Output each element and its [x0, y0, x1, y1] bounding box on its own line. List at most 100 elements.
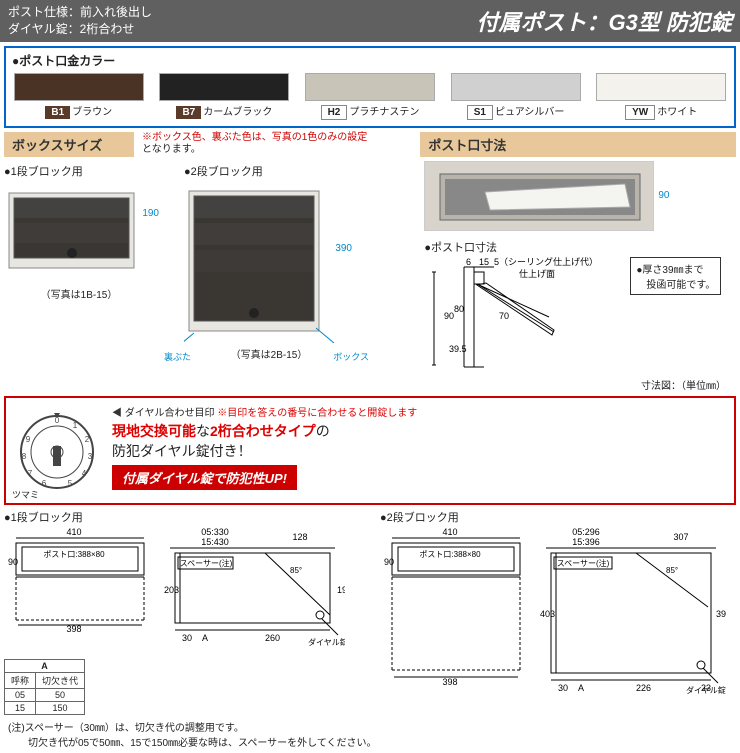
svg-text:398: 398: [442, 677, 457, 687]
box-2dan: ●2段ブロック用 390 裏ぶた ボックス （写真は2B-15）: [184, 163, 354, 361]
color-YW: YWホワイト: [596, 73, 726, 120]
slot-subhead: ●ポスト口寸法: [424, 239, 736, 255]
color-section: ●ポスト口金カラー B1ブラウン B7カームブラック H2プラチナステン S1ピュアシ…: [4, 46, 736, 128]
svg-text:85°: 85°: [290, 566, 302, 575]
spec-line-2: ダイヤル錠：2桁合わせ: [8, 21, 152, 38]
thickness-note: ●厚さ39㎜まで 投函可能です。: [630, 257, 721, 295]
svg-text:15: 15: [479, 257, 489, 267]
svg-text:5（シーリング仕上げ代）: 5（シーリング仕上げ代）: [494, 257, 598, 267]
dial-l1a: 現地交換可能: [112, 423, 196, 439]
dial-section: 012 345 678 9 ツマミ ◀ ダイヤル合わせ目印 ※目印を答えの番号に…: [4, 396, 736, 505]
svg-text:90: 90: [8, 557, 18, 567]
color-H2: H2プラチナステン: [305, 73, 435, 120]
footer-note: (注)スペーサー（30㎜）は、切欠き代の調整用です。 切欠き代が05で50㎜、1…: [8, 719, 732, 749]
mailbox-1-svg: [4, 183, 154, 283]
svg-text:39.5: 39.5: [449, 344, 467, 354]
block2-caption: （写真は2B-15）: [184, 346, 354, 361]
diag1-title: ●1段ブロック用: [4, 509, 360, 525]
dial-l1d: の: [316, 423, 330, 439]
svg-text:スペーサー(注): スペーサー(注): [557, 558, 610, 568]
svg-text:260: 260: [265, 633, 280, 643]
header-specs: ポスト仕様：前入れ後出し ダイヤル錠：2桁合わせ: [8, 4, 152, 38]
dial-banner: 付属ダイヤル錠で防犯性UP!: [112, 465, 297, 490]
knob-label: ツマミ: [12, 488, 39, 501]
box-note-red: ※ボックス色、裏ぶた色は、写真の1色のみの設定: [142, 132, 367, 143]
svg-text:15:430: 15:430: [201, 537, 229, 547]
diag2-front: 410 ポスト口:388×80 90 398: [380, 525, 530, 690]
svg-text:410: 410: [442, 527, 457, 537]
svg-text:スペーサー(注): スペーサー(注): [180, 558, 233, 568]
svg-text:8: 8: [22, 452, 27, 461]
svg-text:仕上げ面: 仕上げ面: [519, 268, 555, 279]
diag1-front: 410 ポスト口:388×80 90 398: [4, 525, 154, 635]
svg-text:203: 203: [164, 585, 179, 595]
dim-190: 190: [142, 208, 159, 219]
svg-text:30: 30: [558, 683, 568, 693]
svg-text:6: 6: [42, 479, 47, 488]
svg-text:05:330: 05:330: [201, 527, 229, 537]
dial-l1c: 2桁合わせタイプ: [210, 423, 316, 439]
slot-dim-90: 90: [658, 190, 669, 201]
svg-text:90: 90: [444, 311, 454, 321]
svg-text:5: 5: [68, 479, 73, 488]
dim-390: 390: [335, 243, 352, 254]
label-box: ボックス: [333, 350, 369, 363]
header-bar: ポスト仕様：前入れ後出し ダイヤル錠：2桁合わせ 付属ポスト：G3型 防犯錠: [0, 0, 740, 42]
svg-text:1: 1: [73, 421, 78, 430]
block1-title: ●1段ブロック用: [4, 163, 154, 179]
svg-text:A: A: [578, 683, 584, 693]
dial-hint-red: ※目印を答えの番号に合わせると開錠します: [217, 408, 417, 419]
color-section-title: ●ポスト口金カラー: [12, 52, 728, 69]
post-slot-head: ポスト口寸法: [420, 132, 736, 157]
diag2-side: 05:296 15:396 307 スペーサー(注) 85° ダイヤル錠 403…: [536, 525, 726, 700]
svg-text:128: 128: [292, 532, 307, 542]
slot-section-drawing: 6 15 5（シーリング仕上げ代） 仕上げ面 90 80 39.5 70: [424, 257, 624, 377]
svg-text:15:396: 15:396: [572, 537, 600, 547]
cutout-table: A 呼称切欠き代 0550 15150: [4, 659, 85, 715]
svg-text:190: 190: [337, 585, 345, 595]
header-title: 付属ポスト：G3型 防犯錠: [477, 5, 732, 37]
diag1-side: 05:330 15:430 128 スペーサー(注) 85° ダイヤル錠 203…: [160, 525, 345, 655]
svg-text:90: 90: [384, 557, 394, 567]
dial-l2: 防犯ダイヤル錠付き！: [112, 441, 728, 461]
svg-text:403: 403: [540, 609, 555, 619]
svg-text:ダイヤル錠: ダイヤル錠: [308, 637, 345, 647]
svg-text:4: 4: [82, 469, 87, 478]
svg-text:226: 226: [636, 683, 651, 693]
svg-text:05:296: 05:296: [572, 527, 600, 537]
svg-text:3: 3: [88, 452, 93, 461]
box-note-suffix: となります。: [142, 144, 201, 155]
post-slot-col: ポスト口寸法 90 ●ポスト口寸法 6 15: [420, 132, 736, 392]
box-1dan: ●1段ブロック用 190 （写真は1B-15）: [4, 163, 154, 361]
svg-text:ポスト口:388×80: ポスト口:388×80: [419, 550, 481, 559]
svg-text:2: 2: [85, 435, 90, 444]
box-size-col: ボックスサイズ ※ボックス色、裏ぶた色は、写真の1色のみの設定となります。 ●1…: [4, 132, 414, 392]
block2-title: ●2段ブロック用: [184, 163, 354, 179]
svg-text:410: 410: [66, 527, 81, 537]
slot-photo-svg: [424, 161, 654, 231]
block1-caption: （写真は1B-15）: [4, 286, 154, 301]
dial-icon: 012 345 678 9: [12, 404, 102, 494]
svg-text:30: 30: [182, 633, 192, 643]
label-back: 裏ぶた: [164, 350, 191, 363]
svg-text:9: 9: [26, 435, 31, 444]
footer-l2: 切欠き代が05で50㎜、15で150㎜必要な時は、スペーサーを外してください。: [8, 734, 732, 749]
svg-text:7: 7: [28, 469, 33, 478]
footer-l1: (注)スペーサー（30㎜）は、切欠き代の調整用です。: [8, 719, 732, 734]
svg-text:A: A: [202, 633, 208, 643]
svg-text:307: 307: [673, 532, 688, 542]
dial-l1b: な: [196, 423, 210, 439]
dial-hint-label: ダイヤル合わせ目印: [125, 408, 215, 419]
diag2-title: ●2段ブロック用: [380, 509, 736, 525]
color-B7: B7カームブラック: [159, 73, 289, 120]
mailbox-2-svg: [184, 183, 354, 343]
color-B1: B1ブラウン: [14, 73, 144, 120]
spec-line-1: ポスト仕様：前入れ後出し: [8, 4, 152, 21]
svg-text:70: 70: [499, 311, 509, 321]
color-row: B1ブラウン B7カームブラック H2プラチナステン S1ピュアシルバー YWホワイト: [12, 73, 728, 120]
svg-text:390: 390: [716, 609, 726, 619]
diagram-2dan: ●2段ブロック用 410 ポスト口:388×80 90 398 05:296 1…: [380, 509, 736, 715]
svg-text:80: 80: [454, 304, 464, 314]
diagram-1dan: ●1段ブロック用 410 ポスト口:388×80 90 398 05:330 1…: [4, 509, 360, 715]
color-S1: S1ピュアシルバー: [451, 73, 581, 120]
